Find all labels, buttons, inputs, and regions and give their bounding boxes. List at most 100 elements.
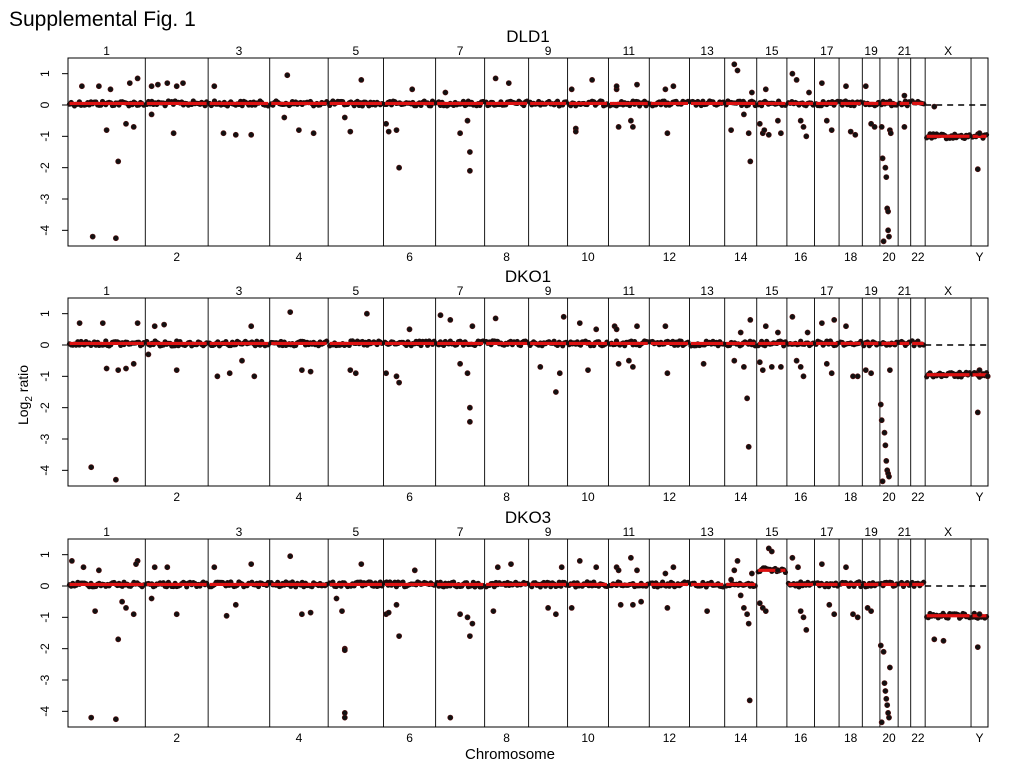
chromosome-label-bottom: 6 — [406, 731, 413, 745]
panel-title: DKO3 — [505, 508, 551, 527]
outlier-point — [628, 554, 634, 561]
chromosome-label-top: 15 — [765, 525, 779, 539]
outlier-point — [115, 158, 122, 165]
probe-band — [785, 338, 816, 349]
outlier-point — [731, 567, 738, 574]
outlier-point — [151, 564, 158, 571]
probe-band — [909, 98, 927, 107]
panel-frame — [67, 57, 989, 247]
outlier-point — [442, 89, 449, 96]
chromosome-label-top: X — [944, 284, 952, 298]
outlier-point — [96, 83, 102, 90]
chromosome-label-top: 17 — [820, 44, 834, 58]
y-tick-label: -2 — [38, 402, 52, 413]
outlier-point — [881, 680, 888, 686]
outlier-point — [126, 80, 133, 86]
outlier-point — [789, 313, 796, 320]
outlier-point — [130, 611, 137, 618]
probe-band — [924, 131, 973, 142]
outlier-point — [347, 367, 354, 373]
chromosome-label-top: X — [944, 525, 952, 539]
outlier-point — [887, 664, 893, 671]
outlier-point — [886, 473, 892, 480]
outlier-point — [437, 312, 444, 319]
y-tick-label: -4 — [38, 225, 52, 236]
outlier-point — [878, 124, 885, 130]
chromosome-label-bottom: Y — [976, 731, 984, 745]
outlier-point — [670, 564, 677, 571]
outlier-point — [630, 124, 636, 130]
outlier-point — [756, 120, 763, 127]
chromosome-label-top: 15 — [765, 44, 779, 58]
chromosome-label-bottom: 20 — [882, 731, 896, 745]
chromosome-label-top: 21 — [898, 284, 912, 298]
outlier-point — [745, 620, 752, 627]
outlier-point — [744, 611, 750, 618]
probe-band — [897, 98, 912, 109]
outlier-point — [664, 130, 671, 137]
chromosome-label-bottom: 6 — [406, 250, 413, 264]
outlier-point — [505, 80, 512, 86]
probe-band — [861, 339, 882, 349]
outlier-point — [756, 600, 763, 607]
outlier-point — [457, 360, 463, 367]
probe-band — [382, 98, 437, 109]
y-tick-label: -4 — [38, 706, 52, 717]
chromosome-label-top: 1 — [103, 525, 110, 539]
outlier-point — [113, 235, 119, 242]
outlier-point — [862, 367, 869, 373]
outlier-point — [80, 564, 87, 571]
outlier-point — [882, 688, 889, 694]
y-tick-label: -3 — [38, 674, 52, 685]
chromosome-label-top: 5 — [352, 525, 359, 539]
outlier-point — [984, 373, 991, 380]
chromosome-label-bottom: 22 — [911, 250, 925, 264]
outlier-point — [745, 130, 752, 137]
probe-band — [327, 338, 385, 349]
outlier-point — [868, 608, 874, 614]
outlier-point — [756, 359, 763, 366]
outlier-point — [828, 370, 835, 377]
chromosome-label-bottom: 20 — [882, 250, 896, 264]
outlier-point — [793, 357, 800, 364]
outlier-point — [882, 442, 889, 449]
probe-band — [878, 98, 900, 109]
outlier-point — [214, 373, 221, 380]
outlier-point — [877, 642, 884, 649]
outlier-point — [789, 554, 796, 561]
outlier-point — [974, 166, 981, 173]
outlier-point — [113, 476, 119, 483]
outlier-point — [576, 320, 583, 326]
outlier-point — [831, 316, 838, 323]
outlier-point — [92, 608, 98, 614]
chromosome-label-bottom: 2 — [173, 490, 180, 504]
outlier-point — [553, 611, 559, 618]
outlier-point — [466, 418, 473, 425]
outlier-point — [854, 614, 861, 621]
probe-band — [648, 98, 691, 109]
chromosome-label-bottom: 8 — [503, 250, 510, 264]
chromosome-label-top: 13 — [700, 284, 714, 298]
outlier-point — [880, 648, 887, 655]
chromosome-label-top: 19 — [864, 44, 878, 58]
panel-frame — [67, 297, 989, 487]
outlier-point — [634, 323, 640, 330]
outlier-point — [613, 326, 620, 333]
outlier-point — [762, 86, 769, 93]
chromosome-label-bottom: 4 — [296, 250, 303, 264]
outlier-point — [765, 131, 772, 138]
probe-band — [207, 579, 271, 590]
outlier-point — [103, 127, 110, 134]
outlier-point — [358, 77, 365, 83]
probe-band — [688, 98, 726, 109]
outlier-point — [99, 320, 106, 326]
chromosome-label-top: 19 — [864, 284, 878, 298]
probe-band — [785, 579, 816, 590]
chromosome-label-bottom: 8 — [503, 490, 510, 504]
chromosome-label-bottom: 14 — [734, 490, 748, 504]
x-axis-label: Chromosome — [464, 746, 556, 763]
outlier-point — [670, 83, 677, 90]
outlier-point — [759, 367, 766, 373]
